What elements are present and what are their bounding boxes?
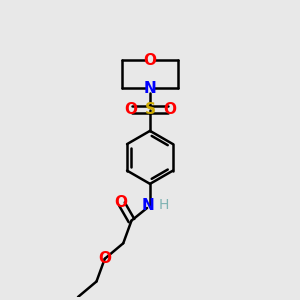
Text: O: O bbox=[143, 53, 157, 68]
Text: O: O bbox=[98, 251, 111, 266]
Text: N: N bbox=[144, 81, 156, 96]
Text: S: S bbox=[145, 102, 155, 117]
Text: N: N bbox=[141, 198, 154, 213]
Text: O: O bbox=[114, 195, 127, 210]
Text: O: O bbox=[163, 102, 176, 117]
Text: O: O bbox=[124, 102, 137, 117]
Text: H: H bbox=[158, 198, 169, 212]
